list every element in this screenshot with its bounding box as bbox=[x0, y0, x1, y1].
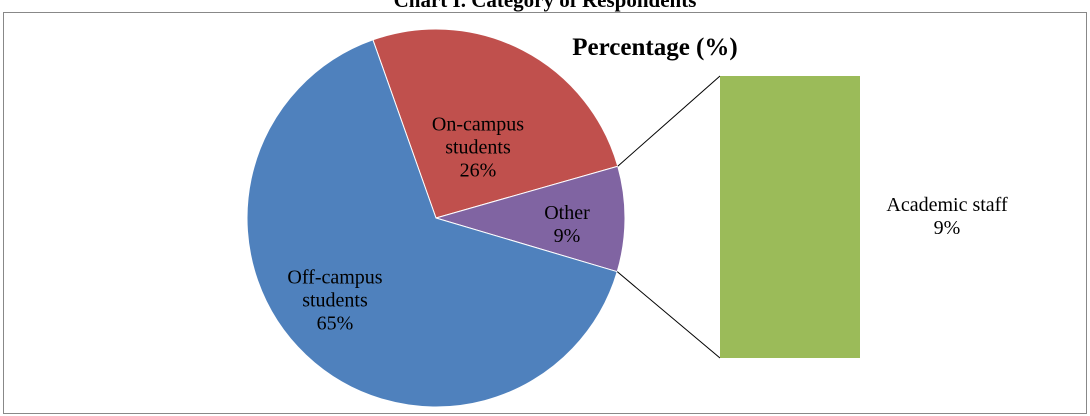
chart-title: Chart I. Category of Respondents bbox=[393, 0, 697, 12]
chart-subtitle: Percentage (%) bbox=[572, 34, 738, 61]
label-value: 65% bbox=[316, 312, 354, 335]
label-value: 9% bbox=[553, 225, 581, 247]
data-label: Off-campus students 65% bbox=[265, 267, 405, 336]
label-name: Off-campus students bbox=[287, 266, 383, 312]
connector-line bbox=[616, 271, 721, 359]
data-label: Other 9% bbox=[527, 202, 607, 248]
label-value: 26% bbox=[459, 159, 497, 182]
pie-slice bbox=[434, 165, 626, 273]
label-name: Other bbox=[544, 202, 590, 224]
pie-slice bbox=[246, 39, 618, 408]
data-label: Academic staff 9% bbox=[867, 194, 1027, 240]
label-name: On-campus students bbox=[431, 113, 525, 159]
data-label: On-campus students 26% bbox=[418, 114, 538, 183]
connector-line bbox=[617, 75, 721, 167]
chart-frame bbox=[3, 12, 1087, 414]
pie-slice bbox=[372, 28, 619, 219]
label-value: 9% bbox=[933, 217, 961, 239]
label-name: Academic staff bbox=[886, 194, 1008, 216]
bar-segment bbox=[720, 76, 860, 358]
